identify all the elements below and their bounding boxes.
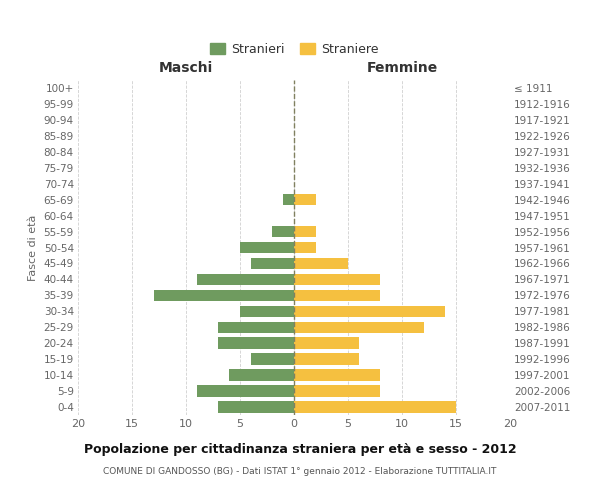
Bar bbox=[294, 226, 316, 237]
Bar bbox=[294, 306, 445, 317]
Bar bbox=[218, 322, 294, 333]
Bar bbox=[294, 370, 380, 381]
Bar bbox=[294, 194, 316, 205]
Text: Popolazione per cittadinanza straniera per età e sesso - 2012: Popolazione per cittadinanza straniera p… bbox=[83, 442, 517, 456]
Bar bbox=[294, 290, 380, 301]
Bar bbox=[294, 274, 380, 285]
Y-axis label: Fasce di età: Fasce di età bbox=[28, 214, 38, 280]
Bar bbox=[240, 306, 294, 317]
Bar bbox=[240, 242, 294, 253]
Bar bbox=[218, 402, 294, 413]
Bar bbox=[197, 386, 294, 397]
Bar bbox=[251, 354, 294, 365]
Bar bbox=[251, 258, 294, 269]
Bar bbox=[283, 194, 294, 205]
Bar bbox=[218, 338, 294, 349]
Bar bbox=[197, 274, 294, 285]
Legend: Stranieri, Straniere: Stranieri, Straniere bbox=[210, 42, 378, 56]
Bar bbox=[294, 258, 348, 269]
Bar bbox=[294, 386, 380, 397]
Bar bbox=[294, 242, 316, 253]
Bar bbox=[272, 226, 294, 237]
Bar bbox=[154, 290, 294, 301]
Bar bbox=[229, 370, 294, 381]
Text: COMUNE DI GANDOSSO (BG) - Dati ISTAT 1° gennaio 2012 - Elaborazione TUTTITALIA.I: COMUNE DI GANDOSSO (BG) - Dati ISTAT 1° … bbox=[103, 468, 497, 476]
Text: Maschi: Maschi bbox=[159, 61, 213, 75]
Bar bbox=[294, 354, 359, 365]
Bar bbox=[294, 338, 359, 349]
Bar bbox=[294, 322, 424, 333]
Bar bbox=[294, 402, 456, 413]
Text: Femmine: Femmine bbox=[367, 61, 437, 75]
